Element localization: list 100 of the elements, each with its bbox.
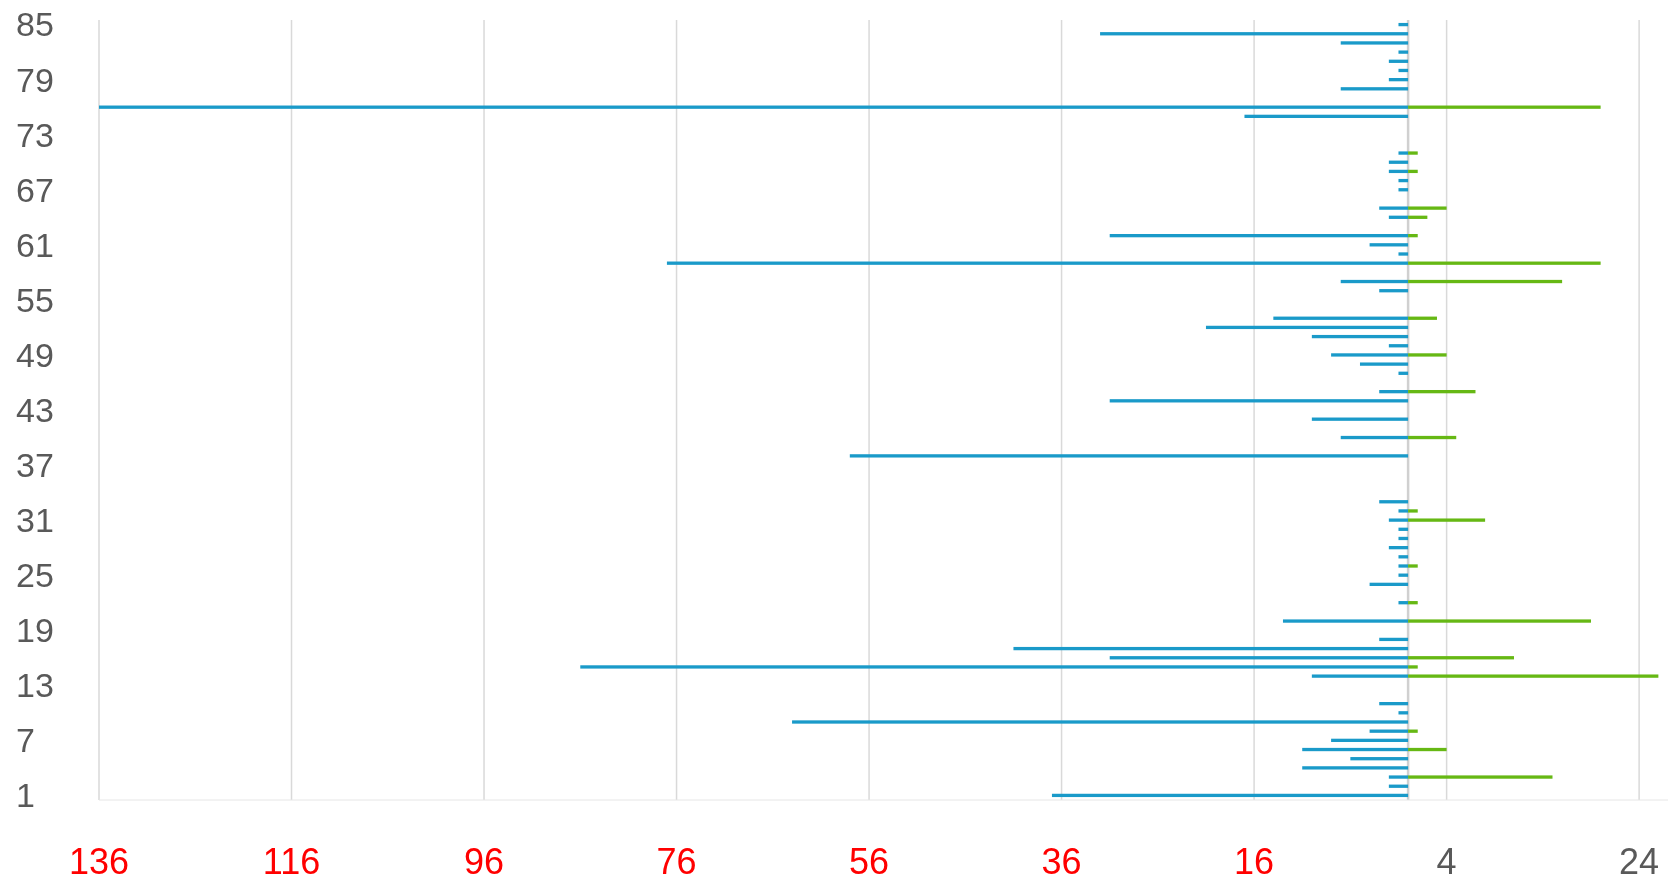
bar xyxy=(1331,353,1409,357)
bar xyxy=(1398,188,1409,192)
bar xyxy=(1244,114,1409,118)
y-tick-label: 79 xyxy=(16,60,54,99)
bar xyxy=(1408,279,1563,284)
bar xyxy=(1408,169,1418,174)
y-tick-label: 1 xyxy=(16,776,35,815)
bar xyxy=(1398,178,1409,183)
bar xyxy=(666,261,1409,265)
y-tick-label: 67 xyxy=(16,170,54,209)
bar xyxy=(1398,68,1409,73)
bar xyxy=(1408,729,1418,733)
bar xyxy=(1408,518,1486,522)
bar xyxy=(1205,325,1409,330)
bar xyxy=(1398,151,1409,155)
bar xyxy=(1013,646,1409,651)
y-tick-label: 43 xyxy=(16,390,54,429)
bar xyxy=(1408,601,1418,605)
bar xyxy=(1408,206,1447,210)
bar xyxy=(1398,371,1409,375)
x-tick-label: 4 xyxy=(1436,841,1457,881)
y-tick-label: 7 xyxy=(16,721,35,760)
bar xyxy=(1311,334,1409,339)
bar xyxy=(99,105,1409,109)
bar xyxy=(580,665,1409,669)
bar xyxy=(1388,518,1409,522)
bar xyxy=(1398,527,1409,531)
bar xyxy=(1379,289,1409,293)
bar xyxy=(792,720,1409,724)
bar xyxy=(1398,22,1409,27)
x-tick-label: 96 xyxy=(464,841,505,881)
x-tick-label: 24 xyxy=(1619,841,1660,881)
bar xyxy=(1398,252,1409,256)
bar xyxy=(1359,362,1409,366)
bar xyxy=(1051,793,1409,798)
bar xyxy=(1273,316,1409,320)
y-tick-label: 55 xyxy=(16,280,54,319)
y-tick-label: 49 xyxy=(16,335,54,374)
bar xyxy=(1282,619,1409,623)
y-tick-label: 37 xyxy=(16,445,54,484)
bar xyxy=(1100,32,1409,36)
bar xyxy=(1408,619,1591,623)
bar xyxy=(1379,637,1409,642)
bar xyxy=(1379,500,1409,504)
y-tick-label: 61 xyxy=(16,225,54,264)
bar xyxy=(1311,674,1409,678)
bar xyxy=(1398,711,1409,715)
bar xyxy=(1340,87,1409,91)
bar xyxy=(1408,435,1457,440)
y-tick-label: 85 xyxy=(16,5,54,44)
bar xyxy=(1398,50,1409,54)
y-tick-label: 31 xyxy=(16,501,54,540)
bar xyxy=(1408,564,1418,568)
bar xyxy=(1398,601,1409,605)
bar xyxy=(1408,234,1418,238)
bar xyxy=(1408,674,1659,678)
bar xyxy=(1340,279,1409,284)
y-tick-label: 19 xyxy=(16,611,54,650)
bar xyxy=(849,454,1409,458)
bar xyxy=(1369,243,1409,247)
x-tick-label: 16 xyxy=(1234,841,1275,881)
bar xyxy=(1398,509,1409,513)
bar xyxy=(1408,665,1418,669)
x-tick-label: 56 xyxy=(849,841,890,881)
bar xyxy=(1408,656,1514,660)
y-tick-label: 25 xyxy=(16,556,54,595)
bar xyxy=(1408,151,1418,155)
bar xyxy=(1408,509,1418,513)
bar xyxy=(1398,536,1409,541)
bar xyxy=(1302,766,1409,770)
x-tick-label: 116 xyxy=(262,841,321,881)
x-tick-label: 76 xyxy=(656,841,697,881)
bar xyxy=(1379,390,1409,394)
bar xyxy=(1109,656,1409,660)
bar xyxy=(1408,105,1601,109)
bar xyxy=(1408,353,1447,357)
bar xyxy=(1369,729,1409,733)
bar xyxy=(1302,747,1409,752)
bar xyxy=(1350,757,1409,761)
bar xyxy=(1398,573,1409,577)
bar xyxy=(1340,435,1409,440)
y-tick-label: 13 xyxy=(16,666,54,705)
bar xyxy=(1398,564,1409,568)
x-tick-label: 136 xyxy=(68,841,130,881)
bar xyxy=(1109,234,1409,238)
bar xyxy=(1311,417,1409,421)
bar xyxy=(1379,702,1409,706)
bar xyxy=(1408,316,1437,320)
bar xyxy=(1408,775,1553,779)
bar xyxy=(1408,261,1601,265)
bar xyxy=(1109,399,1409,403)
bar xyxy=(1331,738,1409,742)
bar xyxy=(1408,390,1476,394)
bar xyxy=(1398,555,1409,559)
bar xyxy=(1408,747,1447,752)
bar xyxy=(1379,206,1409,210)
bar xyxy=(1388,775,1409,779)
y-tick-label: 73 xyxy=(16,115,54,154)
x-tick-label: 36 xyxy=(1041,841,1082,881)
bar xyxy=(1369,582,1409,586)
